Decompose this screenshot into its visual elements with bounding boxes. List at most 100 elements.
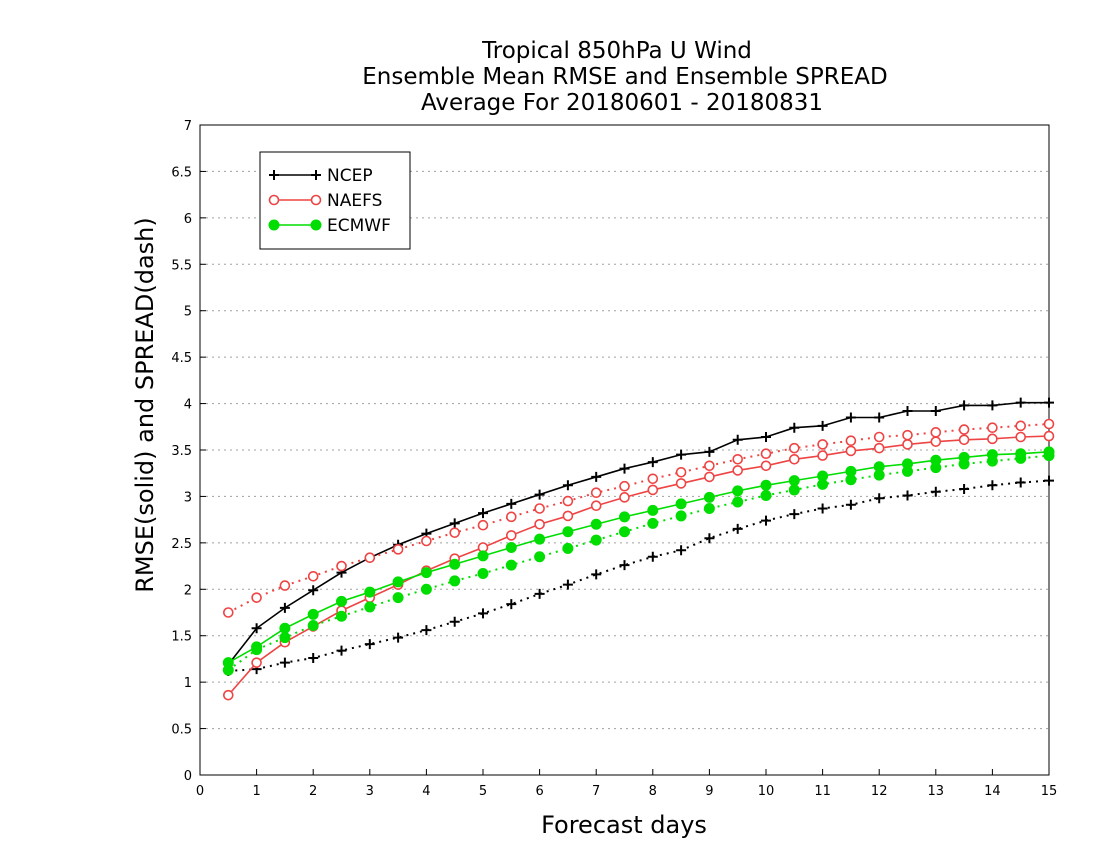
title-line-2: Ensemble Mean RMSE and Ensemble SPREAD	[362, 64, 887, 90]
data-point-ecmwf-rmse	[675, 498, 687, 510]
grid	[200, 170, 1049, 730]
x-tick-label: 15	[1041, 784, 1058, 799]
data-point-ecmwf-rmse	[279, 622, 291, 634]
data-point-ecmwf-spread	[675, 510, 687, 522]
x-tick-label: 12	[871, 784, 888, 799]
data-point-ecmwf-rmse	[788, 475, 800, 487]
data-point-ncep-spread	[449, 616, 460, 627]
data-point-naefs-spread	[873, 431, 885, 443]
data-point-naefs-spread	[421, 535, 432, 547]
data-point-naefs-spread	[279, 580, 291, 591]
data-point-ecmwf-spread	[1015, 452, 1027, 464]
data-point-naefs-rmse	[958, 434, 970, 446]
data-point-ncep-spread	[732, 523, 743, 534]
series-line-naefs-spread	[227, 423, 1050, 614]
data-point-naefs-rmse	[590, 500, 602, 512]
data-point-ncep-rmse	[591, 471, 602, 482]
data-point-naefs-rmse	[562, 510, 574, 522]
y-axis-label: RMSE(solid) and SPREAD(dash)	[131, 217, 159, 593]
legend-marker	[310, 194, 322, 206]
data-point-naefs-rmse	[619, 492, 630, 503]
data-point-ecmwf-rmse	[647, 504, 659, 516]
series-ecmwf-spread	[222, 450, 1055, 676]
x-tick-label: 0	[196, 784, 204, 799]
data-point-ecmwf-spread	[222, 664, 234, 676]
data-point-naefs-spread	[534, 503, 545, 514]
data-point-ncep-spread	[1015, 477, 1026, 488]
x-tick-label: 2	[309, 784, 317, 799]
series-naefs-spread	[223, 418, 1055, 618]
data-point-ncep-spread	[930, 486, 941, 497]
y-tick-label: 1	[184, 676, 192, 691]
series-ecmwf-rmse	[222, 446, 1055, 669]
y-tick-label: 2	[184, 583, 192, 598]
data-point-ecmwf-spread	[788, 484, 800, 496]
y-tick-label: 4.5	[171, 351, 192, 366]
data-point-naefs-rmse	[760, 460, 772, 472]
data-point-ncep-spread	[1044, 475, 1054, 486]
data-point-ecmwf-spread	[647, 517, 659, 529]
data-point-naefs-rmse	[1043, 430, 1055, 442]
series-ncep-rmse	[223, 397, 1054, 670]
data-point-ncep-rmse	[902, 406, 913, 416]
data-point-ecmwf-spread	[986, 455, 998, 467]
legend-marker	[269, 170, 279, 180]
chart-title: Tropical 850hPa U Wind Ensemble Mean RMS…	[362, 38, 887, 116]
legend-label: NAEFS	[327, 191, 382, 211]
data-point-naefs-spread	[364, 552, 376, 564]
legend: NCEP NAEFS ECMWF	[259, 151, 411, 250]
y-tick-label: 7	[184, 119, 192, 134]
data-point-naefs-spread	[223, 607, 234, 618]
data-point-ncep-rmse	[1044, 397, 1054, 408]
data-point-naefs-rmse	[675, 478, 687, 489]
x-axis: 0 1 2 3 4 5 6 7 8 9 10 11 12 13 14 15	[196, 769, 1057, 799]
legend-marker	[268, 219, 280, 231]
data-point-ecmwf-rmse	[562, 526, 574, 538]
data-point-ecmwf-rmse	[392, 576, 404, 588]
data-point-ncep-spread	[336, 645, 347, 656]
data-point-naefs-spread	[930, 427, 942, 438]
series-ncep-spread	[223, 475, 1054, 676]
data-point-naefs-spread	[647, 473, 659, 485]
title-line-3: Average For 20180601 - 20180831	[421, 90, 823, 116]
data-point-ncep-rmse	[732, 434, 743, 445]
data-point-naefs-spread	[987, 422, 998, 434]
data-point-naefs-spread	[505, 511, 517, 523]
data-point-ncep-spread	[959, 484, 970, 494]
series-line-naefs-rmse	[227, 435, 1050, 696]
data-point-ncep-spread	[421, 625, 432, 636]
data-point-naefs-spread	[1015, 420, 1027, 432]
legend-label: ECMWF	[327, 216, 391, 236]
data-point-ncep-spread	[364, 639, 375, 650]
data-point-ncep-spread	[676, 545, 687, 556]
data-point-ecmwf-rmse	[364, 586, 376, 598]
data-point-naefs-rmse	[732, 465, 744, 476]
data-point-ncep-spread	[845, 499, 856, 510]
data-point-naefs-spread	[449, 527, 461, 538]
data-point-ecmwf-spread	[562, 542, 574, 554]
data-point-ecmwf-rmse	[420, 567, 432, 579]
x-tick-label: 4	[422, 784, 430, 799]
data-point-ncep-spread	[789, 509, 800, 520]
data-point-ncep-spread	[704, 533, 715, 544]
data-point-naefs-spread	[902, 429, 913, 441]
data-point-ncep-rmse	[506, 498, 517, 509]
y-axis: 0 0.5 1 1.5 2 2.5 3 3.5 4 4.5 5 5.5 6 6.5 7	[171, 119, 206, 784]
data-point-ncep-rmse	[761, 432, 771, 442]
data-point-ecmwf-spread	[619, 526, 630, 538]
legend-item-ecmwf: ECMWF	[268, 216, 391, 236]
data-point-naefs-rmse	[788, 453, 800, 465]
legend-marker	[311, 170, 321, 180]
data-point-ncep-rmse	[619, 463, 630, 474]
data-point-ncep-spread	[619, 560, 630, 571]
data-point-ncep-rmse	[845, 412, 856, 423]
data-point-ecmwf-spread	[590, 534, 602, 546]
data-point-ncep-rmse	[930, 406, 941, 416]
data-point-naefs-spread	[760, 448, 772, 460]
data-point-naefs-rmse	[223, 689, 234, 701]
data-point-ecmwf-spread	[873, 469, 885, 481]
y-tick-label: 1.5	[171, 630, 192, 645]
data-point-ecmwf-rmse	[534, 533, 546, 545]
data-point-naefs-rmse	[845, 445, 857, 457]
data-point-ecmwf-spread	[392, 592, 404, 604]
